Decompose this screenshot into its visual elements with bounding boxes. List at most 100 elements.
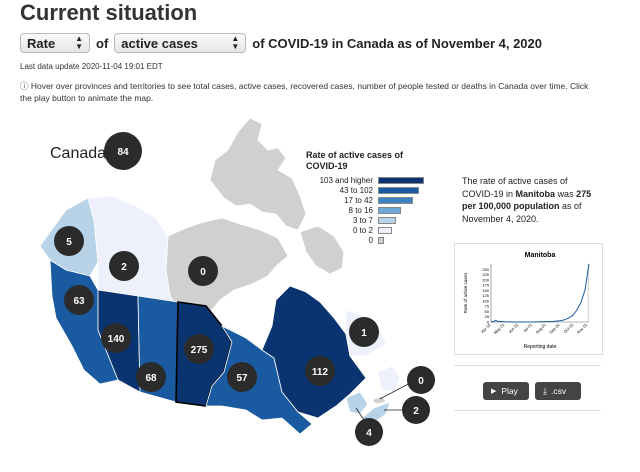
info-circle-icon: ⓘ: [20, 81, 29, 91]
heading-suffix: of COVID-19 in Canada as of November 4, …: [252, 35, 542, 51]
legend-item-swatch: [378, 196, 413, 204]
bubble-manitoba[interactable]: 275: [184, 334, 214, 364]
chart-x-tick-label: May 01: [493, 322, 506, 335]
legend-item[interactable]: 3 to 7: [290, 215, 424, 225]
baffin-island[interactable]: [299, 225, 345, 275]
chart-y-tick-label: 250: [482, 267, 489, 272]
legend-item-swatch: [378, 216, 396, 224]
chart-highlight-band: [587, 264, 589, 322]
chart-x-tick-label: Nov 01: [576, 322, 589, 335]
newfoundland-island[interactable]: [377, 365, 401, 393]
northwest-territories[interactable]: [87, 195, 181, 311]
legend-item-swatch: [378, 236, 384, 244]
bubble-northwest-territories[interactable]: 2: [109, 251, 139, 281]
download-csv-button[interactable]: ⤓ .csv: [535, 382, 581, 400]
bubble-british-columbia[interactable]: 63: [64, 285, 94, 315]
download-csv-label: .csv: [550, 386, 567, 396]
legend-item-label: 3 to 7: [352, 215, 373, 225]
legend-item[interactable]: 17 to 42: [290, 195, 424, 205]
play-icon: ▶: [491, 388, 497, 395]
chart-data-point: [511, 321, 513, 323]
chart-y-tick-label: 0: [487, 320, 490, 325]
chart-x-tick-label: Jul 01: [522, 322, 534, 334]
bubble-newfoundland-value: 1: [361, 328, 367, 339]
legend-item[interactable]: 8 to 16: [290, 205, 424, 215]
filter-controls: Rate ▲ ▼ of active cases ▲ ▼ of COVID-19 i…: [20, 33, 548, 53]
chart-data-point: [518, 321, 520, 323]
chart-y-tick-label: 25: [485, 314, 490, 319]
rate-legend: 103 and higher 43 to 102 17 to 42 8 to 16 3 …: [290, 175, 424, 245]
download-icon: ⤓: [543, 385, 547, 396]
rate-select-value: Rate: [27, 35, 56, 51]
legend-item[interactable]: 43 to 102: [290, 185, 424, 195]
bubble-saskatchewan-value: 68: [145, 373, 157, 384]
bubble-ontario-value: 57: [236, 373, 248, 384]
chart-y-tick-label: 100: [482, 298, 489, 303]
chart-data-point: [525, 321, 526, 323]
chart-x-tick-label: Sep 01: [548, 322, 561, 335]
bubble-nunavut-value: 0: [200, 267, 206, 278]
bubble-yukon[interactable]: 5: [54, 226, 84, 256]
measure-select[interactable]: active cases ▲ ▼: [114, 33, 247, 53]
bubble-yukon-value: 5: [66, 237, 72, 248]
chart-y-tick-label: 125: [482, 293, 489, 298]
chart-data-point: [559, 320, 561, 322]
bubble-alberta-value: 140: [108, 334, 125, 345]
legend-item-swatch: [378, 206, 401, 214]
bubble-new-brunswick[interactable]: 4: [355, 418, 383, 446]
chart-data-point: [538, 321, 540, 323]
chart-data-point: [497, 320, 499, 322]
bubble-ontario[interactable]: 57: [227, 362, 257, 392]
nunavut-mainland[interactable]: [165, 217, 289, 313]
chart-x-tick-label: Oct 01: [563, 322, 575, 334]
chart-data-point: [572, 315, 573, 317]
legend-title-line2: COVID-19: [306, 161, 348, 171]
play-button[interactable]: ▶ Play: [483, 382, 529, 400]
chart-data-point: [576, 310, 577, 311]
info-text: Hover over provinces and territories to …: [20, 81, 589, 103]
bubble-newfoundland[interactable]: 1: [349, 317, 379, 347]
chart-data-point: [493, 321, 495, 322]
chart-data-point: [584, 289, 586, 291]
chart-x-tick-label: Apr 01: [480, 322, 492, 334]
quebec[interactable]: [261, 285, 367, 419]
legend-item-label: 0 to 2: [352, 225, 373, 235]
rate-select[interactable]: Rate ▲ ▼: [20, 33, 90, 53]
chart-data-point: [545, 321, 547, 322]
legend-item[interactable]: 103 and higher: [290, 175, 424, 185]
bubble-prince-edward-island-value: 0: [418, 376, 424, 387]
chart-title: Manitoba: [525, 252, 556, 259]
bubble-canada-value: 84: [117, 147, 129, 158]
bubble-nova-scotia[interactable]: 2: [402, 396, 430, 424]
legend-item[interactable]: 0 to 2: [290, 225, 424, 235]
bubble-prince-edward-island[interactable]: 0: [407, 366, 435, 394]
bubble-quebec[interactable]: 112: [305, 356, 335, 386]
chart-y-tick-label: 150: [482, 288, 489, 293]
nunavut-islands[interactable]: [209, 117, 307, 231]
legend-title-line1: Rate of active cases of: [306, 150, 404, 160]
chart-y-tick-label: 75: [485, 304, 490, 309]
trend-chart[interactable]: Manitoba2502252001751501251007550250Apr …: [455, 244, 602, 354]
desc-rate: 275 per 100,000 population: [462, 188, 592, 212]
bubble-alberta[interactable]: 140: [101, 323, 131, 353]
bubble-new-brunswick-value: 4: [366, 428, 372, 439]
bubble-nunavut[interactable]: 0: [188, 256, 218, 286]
bubble-northwest-territories-value: 2: [121, 262, 127, 273]
leader-line-pe: [379, 381, 413, 400]
legend-title: Rate of active cases of COVID-19: [306, 150, 403, 172]
chart-data-point: [552, 320, 554, 322]
legend-item[interactable]: 0: [290, 235, 424, 245]
chart-y-tick-label: 225: [482, 272, 489, 277]
chart-y-tick-label: 175: [482, 283, 489, 288]
desc-was: was: [557, 188, 574, 199]
chart-x-tick-label: Aug 01: [534, 322, 547, 335]
page-title: Current situation: [20, 0, 198, 25]
canada-map: Canada 84 5 2 0 63 140 68 275 57 112 1 0…: [39, 117, 435, 446]
chart-data-point: [588, 263, 590, 265]
legend-item-label: 0: [368, 235, 373, 245]
desc-pre: The rate of active cases of COVID-19 in: [462, 176, 568, 199]
legend-item-label: 43 to 102: [339, 185, 373, 195]
bubble-saskatchewan[interactable]: 68: [136, 362, 166, 392]
chart-data-point: [567, 317, 569, 319]
new-brunswick[interactable]: [345, 391, 369, 415]
